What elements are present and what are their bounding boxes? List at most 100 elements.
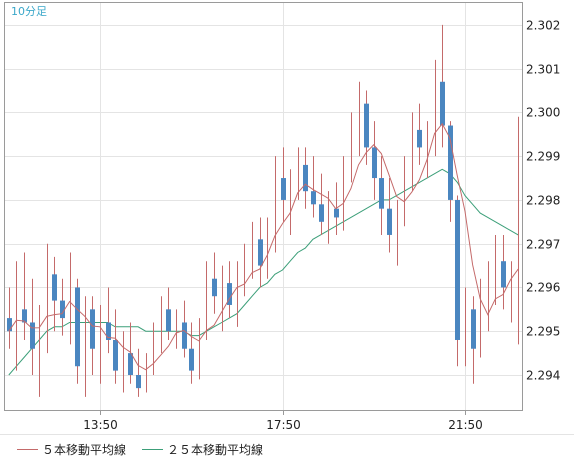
candle-body [290,186,291,200]
candle-body [85,309,86,367]
candle-body [206,278,207,332]
candle-up [70,252,71,345]
candle-body [161,309,162,340]
candle-body [52,274,57,301]
candle-up [153,322,154,375]
candle-up [397,199,398,266]
candle-body [136,374,141,389]
candle-up [161,296,162,354]
candle-body [328,208,329,222]
candle-body [237,274,238,305]
candle-up [100,304,101,384]
candle-body [212,278,217,297]
candle-body [448,125,453,200]
candle-body [465,309,466,340]
candle-body [153,339,154,362]
candle-body [146,361,147,389]
candle-down [90,296,95,375]
candle-down [30,278,35,375]
candle-up [146,353,147,393]
candle-down [227,261,232,319]
candle-up [518,116,519,345]
candle-body [227,283,232,305]
x-tick-label: 21:50 [448,418,483,432]
candle-body [298,164,299,187]
candle-body [387,208,392,235]
y-tick-label: 2.300 [526,106,560,120]
candle-up [252,221,253,279]
candle-up [199,318,200,380]
candle-up [427,121,428,179]
candle-up [267,217,268,279]
ma5-line [8,122,519,371]
candle-body [22,309,27,323]
candle-body [518,243,519,275]
candle-body [100,322,101,349]
candle-up [351,112,352,183]
y-tick-label: 2.296 [526,281,560,295]
candle-up [488,261,489,332]
candle-body [267,234,268,266]
candle-up [85,296,86,397]
candle-up [123,331,124,393]
candle-body [334,208,339,218]
candle-down [52,256,57,332]
candle-body [319,204,324,222]
candle-body [128,353,133,375]
candle-up [206,261,207,340]
candle-up [275,156,276,253]
candle-body [379,178,384,209]
candle-up [480,278,481,358]
candle-down [7,287,12,349]
candle-down [471,296,476,384]
candle-down [22,252,27,340]
candle-body [244,261,245,275]
y-tick-label: 2.297 [526,238,560,252]
x-tick-label: 17:50 [266,418,301,432]
candle-body [501,261,506,288]
candle-down [372,121,377,200]
candle-body [113,339,118,371]
candle-up [244,243,245,297]
candle-up [359,81,360,157]
candle-body [275,178,276,235]
candle-down [387,178,392,253]
y-axis-ticks: 2.294 2.295 2.296 2.297 2.298 2.299 2.300 2.301… [526,19,560,383]
candle-down [448,121,453,222]
candle-body [30,322,35,349]
candle-up [435,59,436,157]
y-tick-label: 2.299 [526,150,560,164]
candle-body [311,191,316,205]
candle-down [440,24,445,148]
y-tick-label: 2.302 [526,19,560,33]
candle-down [136,348,141,397]
candle-down [501,234,506,310]
candle-down [106,287,111,354]
candle-body [222,283,223,297]
x-tick-label: 13:50 [83,418,118,432]
candle-body [364,103,369,148]
candle-up [328,191,329,244]
candle-up [404,156,405,227]
candle-body [435,81,436,135]
candle-body [427,134,428,148]
candle-down [258,217,263,288]
candle-down [303,147,308,209]
candle-body [397,213,398,235]
candle-down [379,156,384,235]
x-axis-ticks: 13:50 17:50 21:50 [83,410,483,432]
candle-up [16,261,17,371]
period-label: 10分足 [11,5,47,18]
candle-body [123,353,124,371]
candle-body [351,129,352,165]
candle-down [417,103,422,165]
y-tick-label: 2.295 [526,325,560,339]
legend-label-ma5: ５本移動平均線 [42,442,126,457]
candle-body [252,239,253,262]
candle-body [343,164,344,218]
candle-up [343,156,344,231]
candle-body [199,331,200,371]
candle-body [511,274,512,288]
candle-body [372,147,377,179]
candle-body [488,278,489,297]
